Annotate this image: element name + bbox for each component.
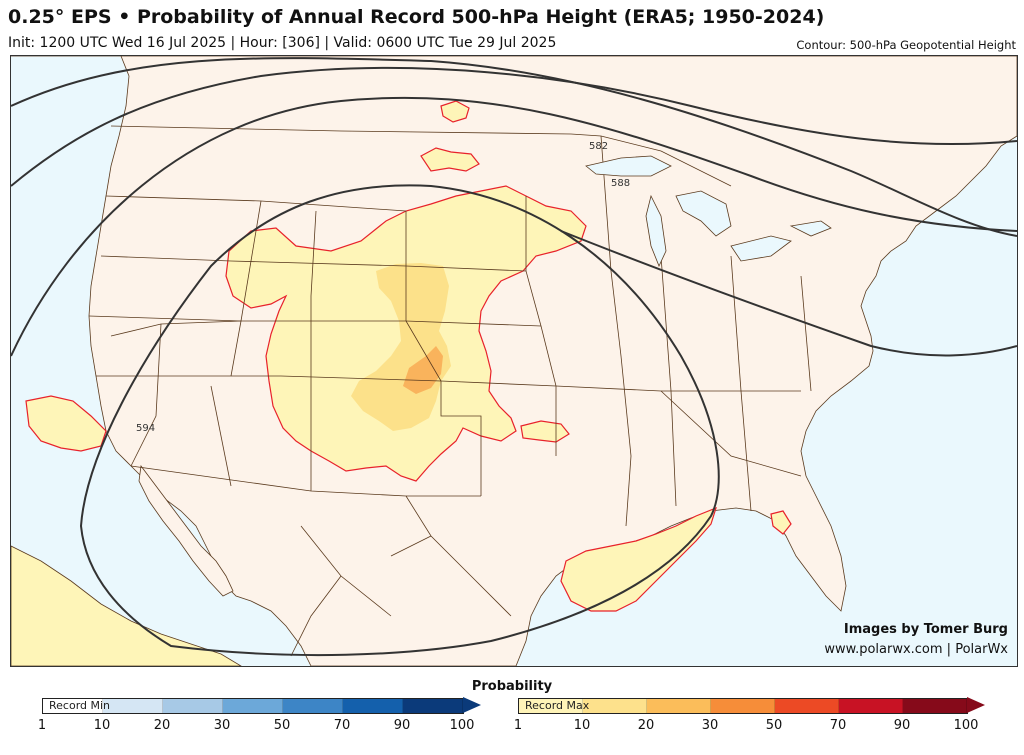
- colorbar-tick-label: 1: [513, 718, 523, 733]
- baja-peninsula: [138, 464, 234, 597]
- map-panel: 582 588 594: [10, 55, 1018, 667]
- colorbar-max-label: Record Max: [525, 699, 590, 712]
- colorbar-tick-label: 20: [637, 718, 655, 733]
- contour-label-588: 588: [611, 178, 630, 189]
- great-lakes: [585, 155, 832, 268]
- probability-area-low-pacific: [25, 395, 107, 452]
- colorbar-tick-label: 20: [153, 718, 171, 733]
- credit-author: Images by Tomer Burg: [843, 622, 1008, 637]
- colorbar-tick-label: 90: [893, 718, 911, 733]
- colorbar-segment: [283, 699, 343, 713]
- probability-area-high: [403, 346, 443, 394]
- colorbar-segment: [775, 699, 839, 713]
- colorbar-segment: [163, 699, 223, 713]
- colorbar-tick-label: 1: [37, 718, 47, 733]
- height-contours: [11, 57, 1017, 657]
- colorbar-max-arrow: [967, 697, 985, 713]
- colorbar-segment: [647, 699, 711, 713]
- contour-note: Contour: 500-hPa Geopotential Height: [796, 38, 1016, 52]
- colorbar-tick-label: 50: [273, 718, 291, 733]
- colorbar-segment: [343, 699, 403, 713]
- political-borders: [88, 125, 812, 657]
- colorbar-record-max: Record Max: [518, 698, 968, 714]
- colorbar-segment: [103, 699, 163, 713]
- map-subtitle: Init: 1200 UTC Wed 16 Jul 2025 | Hour: […: [8, 35, 557, 51]
- contour-label-594: 594: [136, 423, 155, 434]
- colorbar-record-min: Record Min: [42, 698, 464, 714]
- colorbar-min-ticks: 1 10 20 30 50 70 90 100: [38, 718, 475, 738]
- southwest-land: [11, 545, 242, 666]
- map-title: 0.25° EPS • Probability of Annual Record…: [8, 6, 825, 28]
- probability-area-low-florida: [770, 510, 792, 535]
- colorbar-min-arrow: [463, 697, 481, 713]
- probability-area-low-ok: [520, 420, 570, 443]
- probability-area-low-north: [420, 147, 480, 172]
- colorbar-segment: [903, 699, 967, 713]
- colorbar-tick-label: 10: [573, 718, 591, 733]
- credit-website[interactable]: www.polarwx.com | PolarWx: [824, 642, 1008, 657]
- colorbar-tick-label: 100: [449, 718, 475, 733]
- colorbar-segment: [583, 699, 647, 713]
- colorbar-segment: [711, 699, 775, 713]
- colorbar-max-ticks: 1 10 20 30 50 70 90 100: [514, 718, 979, 738]
- map-canvas: 582 588 594: [11, 56, 1017, 666]
- colorbar-tick-label: 10: [93, 718, 111, 733]
- colorbar-tick-label: 100: [953, 718, 979, 733]
- colorbar-segment: [43, 699, 103, 713]
- colorbar-tick-label: 30: [213, 718, 231, 733]
- land-mass: [11, 56, 1017, 666]
- colorbar-tick-label: 30: [701, 718, 719, 733]
- colorbar-segment: [223, 699, 283, 713]
- contour-label-582: 582: [589, 141, 608, 152]
- colorbar-segment: [403, 699, 463, 713]
- colorbar-min-label: Record Min: [49, 699, 111, 712]
- colorbar-tick-label: 50: [765, 718, 783, 733]
- colorbar-tick-label: 90: [393, 718, 411, 733]
- colorbar-title: Probability: [471, 679, 553, 694]
- colorbar-tick-label: 70: [829, 718, 847, 733]
- colorbar-segment: [519, 699, 583, 713]
- colorbar-tick-label: 70: [333, 718, 351, 733]
- colorbar-segment: [839, 699, 903, 713]
